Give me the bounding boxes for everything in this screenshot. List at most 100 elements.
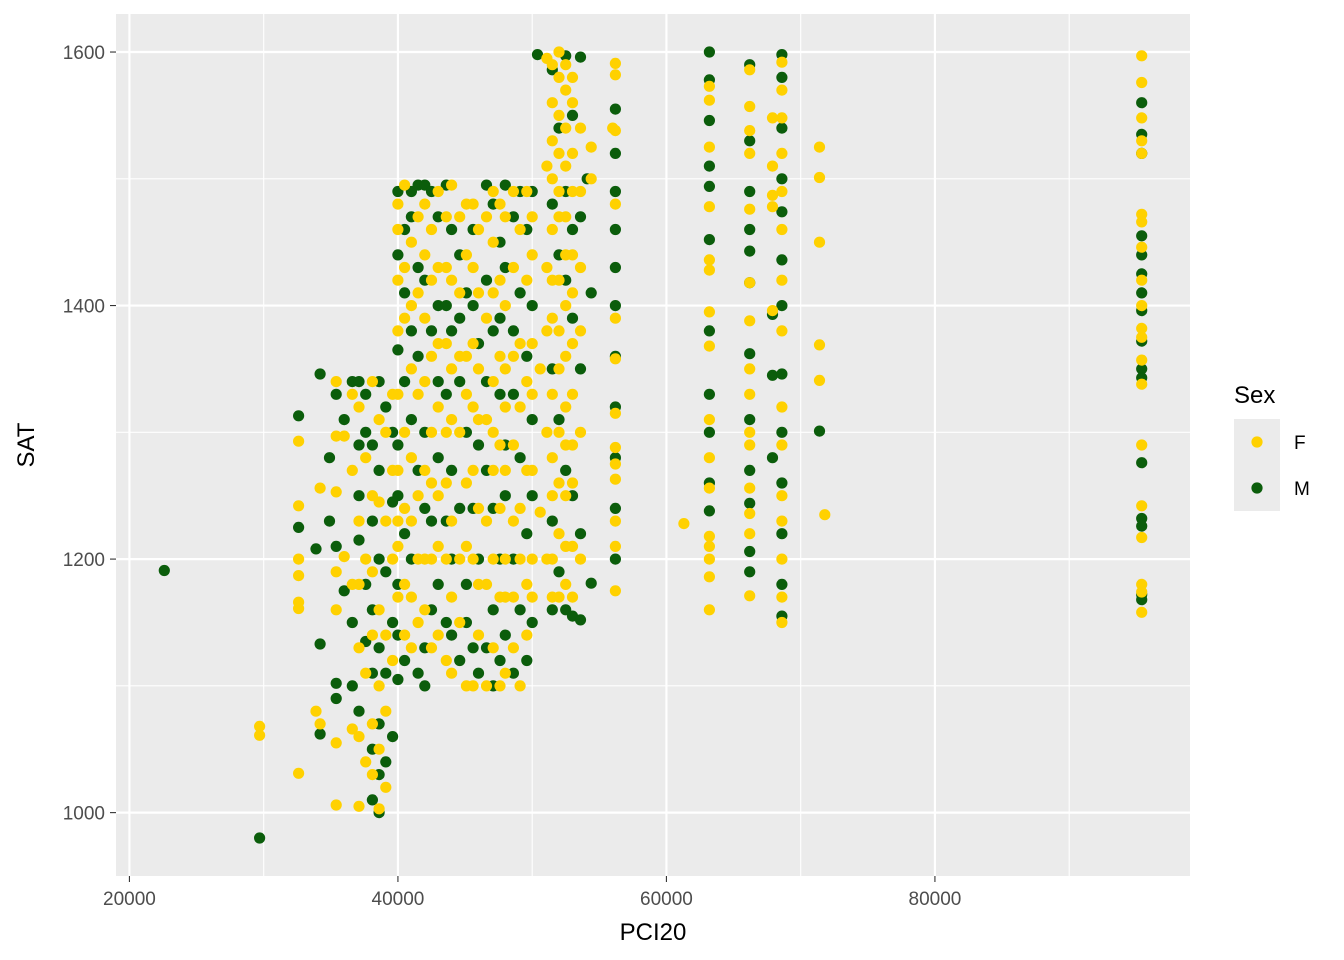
data-point-f	[546, 97, 558, 109]
data-point-f	[560, 211, 572, 223]
data-point-f	[776, 616, 788, 629]
data-point-f	[507, 261, 519, 274]
data-point-m	[373, 553, 385, 565]
data-point-f	[399, 578, 411, 591]
data-point-m	[521, 654, 533, 667]
data-point-m	[514, 604, 526, 616]
data-point-f	[609, 198, 622, 210]
data-point-f	[440, 654, 452, 667]
data-point-f	[392, 591, 404, 603]
data-point-f	[521, 629, 533, 641]
data-point-f	[405, 363, 417, 375]
data-point-m	[1136, 249, 1148, 261]
data-point-f	[566, 147, 579, 159]
data-point-f	[813, 236, 826, 248]
data-point-m	[609, 261, 622, 274]
data-point-f	[353, 401, 365, 413]
data-point-f	[499, 211, 511, 223]
data-point-f	[387, 553, 399, 565]
data-point-f	[254, 729, 266, 741]
data-point-f	[405, 236, 417, 248]
data-point-m	[412, 350, 424, 362]
data-point-f	[425, 477, 438, 489]
data-point-f	[566, 71, 579, 83]
data-point-f	[330, 566, 342, 578]
data-point-m	[472, 667, 485, 679]
data-point-f	[1136, 378, 1148, 390]
x-tick-label: 60000	[640, 889, 693, 910]
data-point-m	[432, 578, 444, 591]
data-point-f	[560, 578, 572, 591]
data-point-f	[526, 388, 538, 400]
data-point-m	[487, 325, 499, 337]
data-point-f	[446, 414, 458, 426]
data-point-f	[744, 315, 756, 327]
data-point-f	[507, 591, 519, 603]
data-point-f	[399, 261, 411, 274]
data-point-m	[454, 312, 466, 324]
data-point-f	[507, 350, 519, 362]
data-point-f	[744, 64, 756, 76]
data-point-m	[399, 654, 411, 667]
legend-marker-m	[1251, 482, 1263, 494]
data-point-f	[419, 249, 431, 261]
data-point-f	[360, 667, 372, 679]
data-point-f	[1136, 147, 1148, 159]
data-point-m	[353, 705, 365, 717]
data-point-f	[373, 414, 385, 426]
data-point-m	[560, 464, 572, 476]
data-point-f	[293, 435, 305, 447]
data-point-m	[310, 543, 322, 555]
data-point-f	[609, 540, 622, 553]
data-point-f	[460, 249, 472, 261]
data-point-m	[346, 680, 358, 692]
data-point-f	[1136, 216, 1148, 228]
data-point-m	[766, 452, 779, 464]
data-point-m	[776, 578, 788, 591]
data-point-f	[574, 185, 587, 198]
data-point-f	[1136, 300, 1148, 312]
data-point-m	[574, 614, 587, 626]
data-point-f	[1136, 354, 1148, 366]
data-point-f	[776, 515, 788, 527]
data-point-f	[521, 376, 533, 388]
data-point-f	[574, 261, 587, 274]
data-point-f	[703, 264, 716, 276]
data-point-f	[553, 363, 565, 375]
data-point-f	[454, 211, 466, 223]
data-point-f	[419, 604, 431, 616]
data-point-m	[776, 300, 788, 312]
data-point-f	[553, 147, 565, 159]
data-point-m	[813, 425, 826, 437]
data-point-m	[744, 545, 756, 558]
data-point-f	[744, 426, 756, 438]
data-point-f	[254, 720, 266, 733]
data-point-f	[472, 414, 485, 426]
data-point-m	[744, 566, 756, 578]
data-point-f	[560, 59, 572, 71]
data-point-m	[1136, 97, 1148, 109]
legend-label-f: F	[1294, 433, 1306, 454]
data-point-m	[360, 426, 372, 438]
data-point-f	[546, 173, 558, 185]
data-point-m	[776, 206, 788, 218]
data-point-m	[432, 376, 444, 388]
data-point-f	[494, 274, 506, 286]
data-point-f	[494, 198, 506, 210]
data-point-f	[330, 604, 342, 616]
x-tick-label: 20000	[103, 889, 156, 910]
data-point-m	[387, 731, 399, 743]
data-point-f	[566, 97, 579, 109]
data-point-f	[514, 553, 526, 565]
data-point-f	[609, 125, 622, 137]
data-point-m	[574, 363, 587, 375]
data-point-f	[330, 376, 342, 388]
data-point-m	[499, 490, 511, 502]
data-point-m	[446, 464, 458, 476]
data-point-m	[399, 287, 411, 299]
data-point-f	[440, 553, 452, 565]
data-point-f	[703, 254, 716, 266]
data-point-f	[472, 629, 485, 641]
data-point-m	[405, 325, 417, 337]
data-point-f	[346, 723, 358, 735]
